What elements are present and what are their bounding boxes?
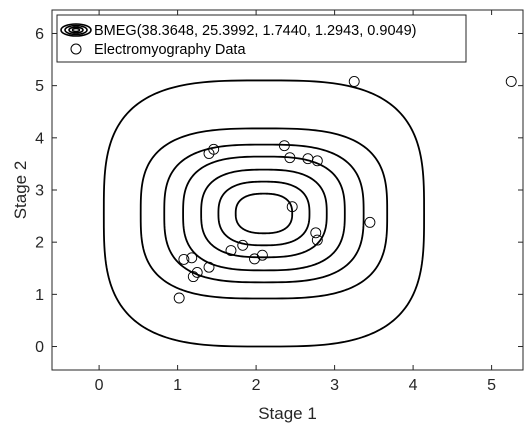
x-tick-label: 2: [252, 377, 261, 394]
contour-layer: [102, 79, 425, 348]
data-point: [311, 234, 323, 246]
data-point: [310, 227, 322, 239]
data-point: [187, 271, 199, 283]
y-tick-label: 6: [35, 26, 44, 43]
y-tick-label: 0: [35, 339, 44, 356]
x-tick-label: 1: [173, 377, 182, 394]
data-point: [348, 76, 360, 87]
legend-box: [56, 14, 467, 63]
data-point: [173, 292, 185, 304]
y-tick-label: 1: [35, 287, 44, 304]
x-tick-label: 0: [95, 377, 104, 394]
y-tick-label: 3: [35, 183, 44, 200]
legend-contour-icon: [60, 23, 92, 37]
data-point: [203, 261, 215, 273]
data-points: [173, 76, 517, 304]
legend-contour-ring: [64, 24, 88, 36]
contour-level-3: [200, 168, 328, 259]
data-point: [178, 253, 190, 265]
data-point: [256, 249, 268, 261]
data-point: [225, 245, 237, 256]
contour-level-7: [102, 79, 425, 348]
legend-contour-ring: [68, 26, 84, 34]
data-point: [286, 201, 298, 213]
data-point: [186, 252, 198, 264]
data-point: [364, 216, 376, 228]
contour-level-2: [217, 180, 311, 247]
contour-level-1: [234, 192, 294, 235]
legend: BMEG(38.3648, 25.3992, 1.7440, 1.2943, 0…: [56, 14, 467, 63]
y-tick-label: 4: [35, 130, 44, 147]
data-point: [191, 266, 203, 278]
contour-level-4: [182, 155, 346, 272]
data-point: [208, 143, 220, 155]
contour-level-5: [163, 143, 365, 284]
legend-contour-ring: [71, 27, 81, 33]
data-point: [284, 152, 296, 164]
legend-entry-contour: BMEG(38.3648, 25.3992, 1.7440, 1.2943, 0…: [94, 23, 416, 39]
axis-ticks: 0 1 2 3 4 5 0 1 2 3 4 5 6: [35, 10, 523, 394]
contour-level-6: [139, 127, 389, 300]
data-point: [278, 140, 290, 152]
x-axis-label: Stage 1: [258, 404, 317, 423]
data-point: [311, 155, 323, 167]
x-tick-label: 3: [330, 377, 339, 394]
x-tick-label: 4: [409, 377, 418, 394]
data-point: [505, 76, 517, 87]
x-tick-label: 5: [487, 377, 496, 394]
legend-open-circle-icon: [70, 43, 82, 55]
data-point: [237, 239, 249, 251]
y-tick-label: 2: [35, 235, 44, 252]
legend-entry-data: Electromyography Data: [94, 42, 246, 58]
y-axis-label: Stage 2: [11, 161, 30, 220]
y-tick-label: 5: [35, 78, 44, 95]
legend-contour-ring: [60, 23, 92, 37]
